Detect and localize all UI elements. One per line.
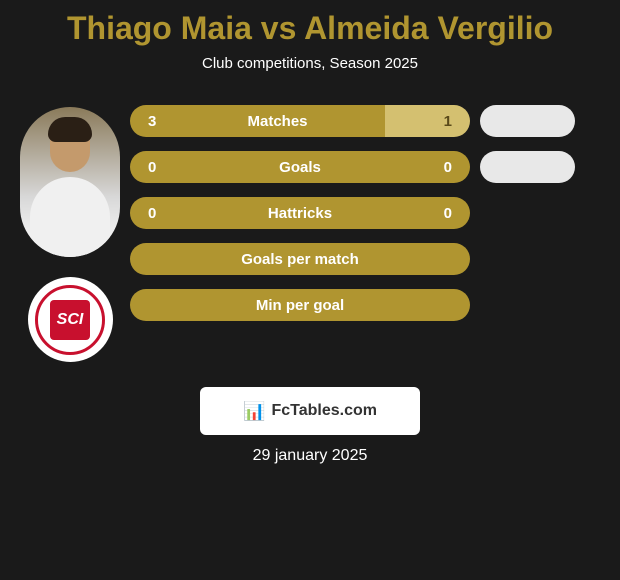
- stat-row-matches: 3 Matches 1: [130, 105, 610, 137]
- stat-bar: 0 Hattricks 0: [130, 197, 470, 229]
- stat-right-value: 0: [430, 197, 470, 229]
- comparison-card: Thiago Maia vs Almeida Vergilio Club com…: [0, 0, 620, 475]
- avatar-column: SCI: [10, 97, 130, 362]
- comparison-pill: [480, 151, 575, 183]
- stat-label: Goals per match: [241, 251, 359, 268]
- stat-row-mpg: Min per goal: [130, 289, 610, 321]
- club-badge-center: SCI: [50, 300, 90, 340]
- club-badge: SCI: [28, 277, 113, 362]
- page-title: Thiago Maia vs Almeida Vergilio: [67, 10, 553, 47]
- stat-left-value: 0: [130, 151, 170, 183]
- stat-row-gpm: Goals per match: [130, 243, 610, 275]
- stat-right-value: 0: [430, 151, 470, 183]
- stat-label: Goals: [170, 151, 430, 183]
- stat-left-value: 0: [130, 197, 170, 229]
- watermark-text: FcTables.com: [271, 402, 377, 420]
- chart-icon: 📊: [243, 401, 265, 422]
- stat-label: Min per goal: [256, 297, 344, 314]
- club-badge-ring: SCI: [35, 285, 105, 355]
- content-row: SCI 3 Matches 1 0 Goals 0: [0, 97, 620, 362]
- stat-bar: 0 Goals 0: [130, 151, 470, 183]
- player-avatar: [20, 107, 120, 257]
- stat-bar: Goals per match: [130, 243, 470, 275]
- stats-column: 3 Matches 1 0 Goals 0 0 Hattricks 0: [130, 97, 610, 362]
- stat-bar: 3 Matches 1: [130, 105, 470, 137]
- stat-label: Hattricks: [170, 197, 430, 229]
- stat-left-value: 3: [130, 105, 170, 137]
- date-label: 29 january 2025: [253, 447, 368, 465]
- avatar-hair-shape: [48, 117, 92, 142]
- watermark-badge: 📊 FcTables.com: [200, 387, 420, 435]
- stat-row-goals: 0 Goals 0: [130, 151, 610, 183]
- comparison-pill: [480, 105, 575, 137]
- stat-bar: Min per goal: [130, 289, 470, 321]
- avatar-body-shape: [30, 177, 110, 257]
- stat-row-hattricks: 0 Hattricks 0: [130, 197, 610, 229]
- stat-label: Matches: [170, 105, 385, 137]
- stat-right-value: 1: [385, 105, 470, 137]
- subtitle: Club competitions, Season 2025: [202, 55, 418, 72]
